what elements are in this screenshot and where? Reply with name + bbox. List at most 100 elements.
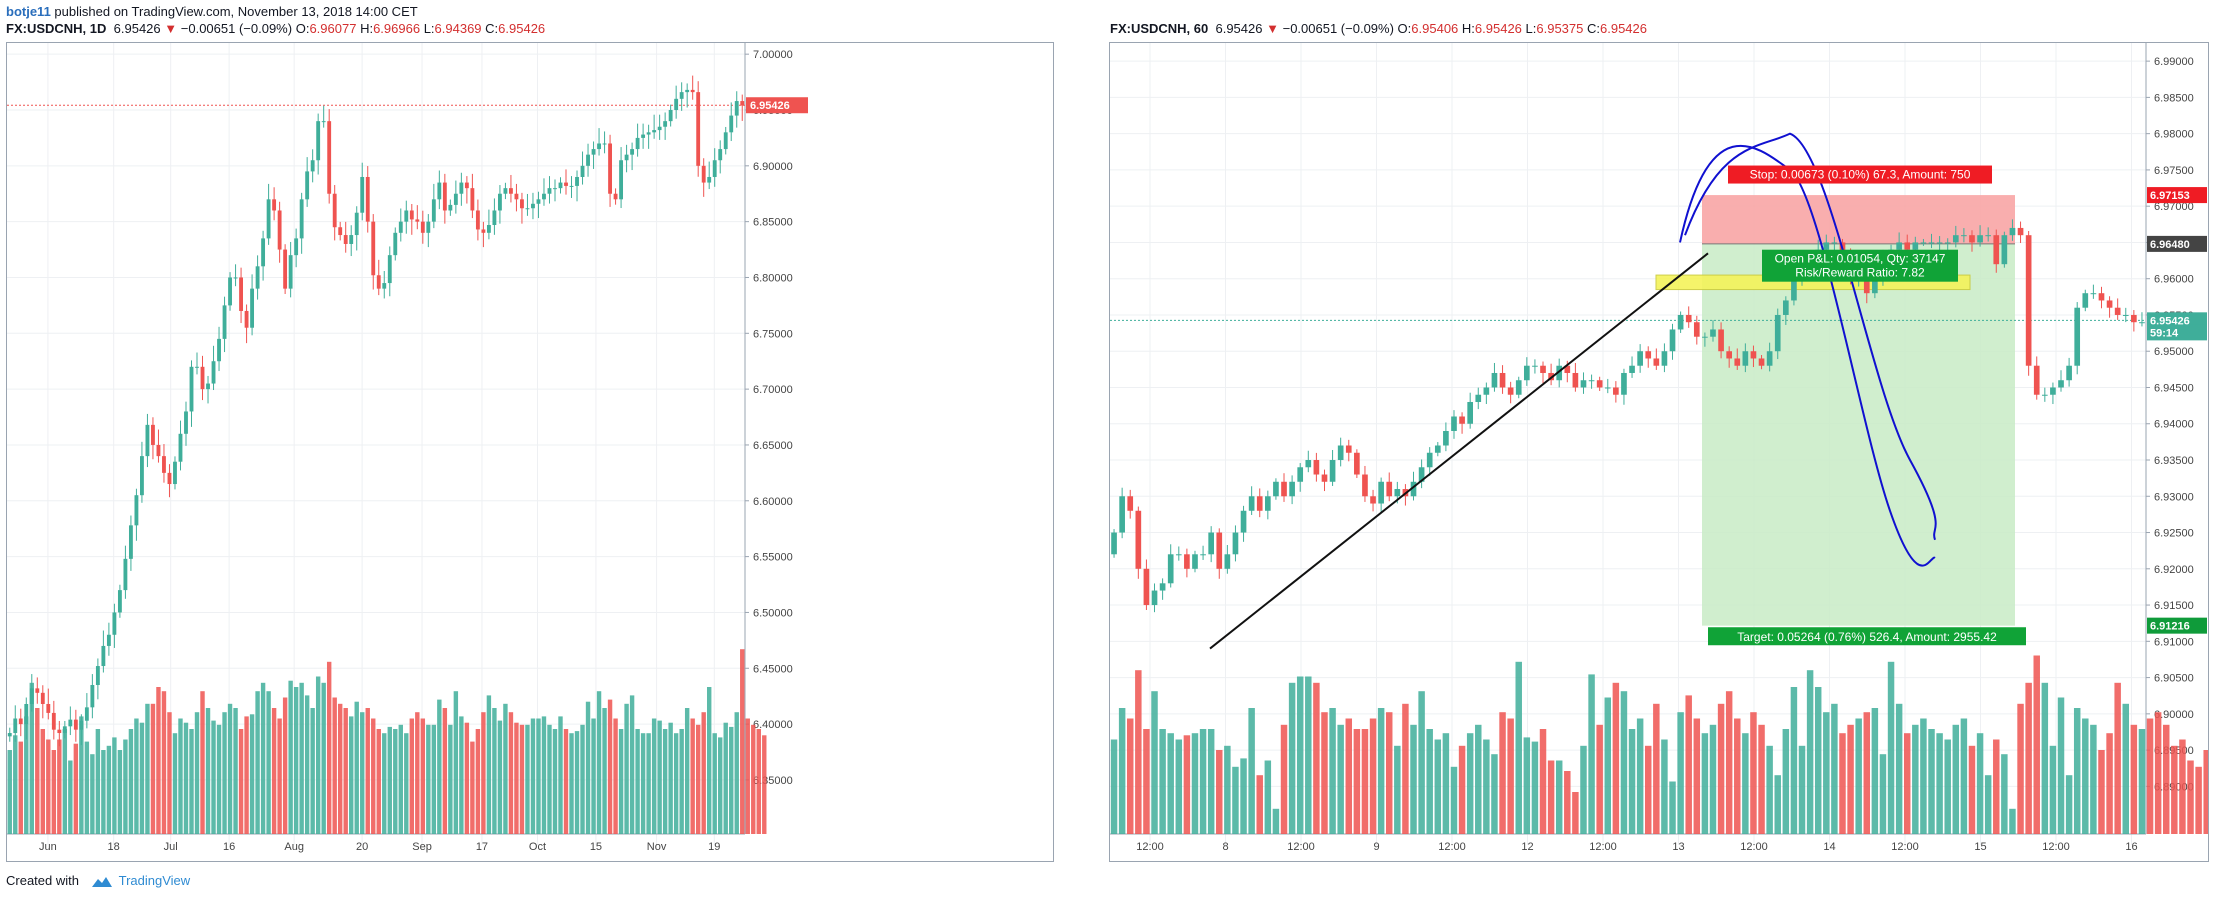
- candle-body: [723, 132, 728, 150]
- volume-bar: [1337, 724, 1344, 834]
- candle-body: [184, 411, 188, 434]
- volume-bar: [415, 712, 420, 834]
- candle-body: [310, 160, 315, 172]
- volume-bar: [1483, 739, 1490, 834]
- candle-body: [2001, 235, 2008, 265]
- candle-body: [1151, 590, 1158, 606]
- target-label: Target: 0.05264 (0.76%) 526.4, Amount: 2…: [1737, 630, 1997, 644]
- candle-body: [117, 590, 122, 613]
- author-name[interactable]: botje11: [6, 4, 51, 19]
- volume-bar: [1321, 712, 1328, 834]
- candle-body: [239, 277, 243, 311]
- volume-bar: [668, 722, 673, 834]
- volume-bar: [382, 733, 387, 834]
- right-chart-panel[interactable]: 6.990006.985006.980006.975006.970006.965…: [1109, 42, 2214, 862]
- volume-bar: [497, 720, 503, 834]
- x-tick-label: 15: [590, 841, 602, 853]
- volume-bar: [448, 724, 453, 834]
- candle-body: [24, 703, 29, 725]
- candle-body: [409, 210, 414, 220]
- candle-body: [101, 645, 106, 667]
- candle-body: [156, 444, 161, 457]
- down-triangle-icon: ▼: [1266, 21, 1279, 36]
- candle-body: [1661, 351, 1668, 366]
- volume-bar: [1402, 703, 1409, 834]
- y-tick-label: 6.90000: [753, 161, 793, 173]
- candle-body: [1264, 496, 1271, 511]
- volume-bar: [332, 697, 337, 834]
- volume-bar: [442, 708, 448, 834]
- x-tick-label: 12:00: [1891, 841, 1919, 853]
- candle-body: [128, 525, 133, 559]
- volume-bar: [1434, 739, 1442, 834]
- candle-body: [679, 92, 684, 99]
- candle-body: [2106, 300, 2113, 308]
- candle-body: [542, 193, 546, 200]
- price-badge-label: 6.96480: [2150, 239, 2190, 251]
- volume-bar: [706, 687, 712, 834]
- candle-body: [690, 89, 695, 93]
- candle-body: [663, 121, 668, 127]
- candle-body: [1127, 496, 1134, 511]
- candle-body: [1378, 481, 1384, 504]
- price-badge: [2147, 617, 2207, 634]
- volume-bar: [1782, 729, 1790, 834]
- right-open: 6.95406: [1411, 21, 1459, 36]
- volume-bar: [596, 691, 602, 834]
- volume-bar: [1442, 733, 1450, 834]
- volume-bar: [1661, 739, 1668, 834]
- right-high: 6.95426: [1474, 21, 1522, 36]
- y-tick-label: 6.92500: [2154, 528, 2194, 540]
- x-tick-label: 12:00: [1589, 841, 1617, 853]
- created-with-text: Created with: [6, 873, 79, 888]
- volume-bar: [1936, 733, 1943, 834]
- left-chart-panel[interactable]: 7.000006.950006.900006.850006.800006.750…: [6, 42, 1054, 862]
- x-tick-label: Oct: [529, 841, 546, 853]
- volume-bar: [756, 729, 761, 834]
- volume-bar: [1361, 729, 1369, 834]
- tradingview-link[interactable]: TradingView: [118, 873, 191, 888]
- x-tick-label: 14: [1823, 841, 1835, 853]
- candle-body: [1426, 452, 1433, 468]
- volume-bar: [464, 722, 470, 834]
- candle-body: [420, 221, 425, 233]
- candle-body: [1289, 481, 1295, 497]
- volume-bar: [651, 718, 657, 834]
- candle-body: [95, 666, 100, 686]
- y-tick-label: 6.94500: [2154, 382, 2194, 394]
- candle-body: [1370, 496, 1376, 504]
- volume-bar: [2073, 708, 2081, 834]
- candle-body: [2098, 293, 2105, 301]
- volume-bar: [1572, 792, 1579, 834]
- candle-body: [1936, 242, 1943, 244]
- volume-bar: [1491, 754, 1498, 834]
- y-tick-label: 6.91500: [2154, 600, 2194, 612]
- volume-bar: [624, 703, 629, 834]
- candle-body: [1224, 554, 1231, 569]
- candle-body: [250, 288, 255, 328]
- volume-bar: [541, 716, 547, 834]
- volume-bar: [1879, 754, 1887, 834]
- candle-body: [696, 92, 701, 166]
- volume-bar: [288, 680, 293, 834]
- volume-bar: [1693, 718, 1701, 834]
- candle-body: [558, 182, 563, 189]
- candle-body: [1564, 365, 1571, 373]
- hourly-candlestick-chart[interactable]: 6.990006.985006.980006.975006.970006.965…: [1110, 43, 2214, 861]
- candle-body: [586, 154, 590, 166]
- daily-candlestick-chart[interactable]: 7.000006.950006.900006.850006.800006.750…: [7, 43, 1053, 861]
- volume-bar: [1547, 760, 1555, 834]
- y-tick-label: 6.93000: [2154, 491, 2194, 503]
- volume-bar: [167, 712, 172, 834]
- candle-body: [536, 199, 541, 204]
- volume-bar: [2179, 739, 2186, 834]
- volume-bar: [1644, 745, 1652, 834]
- candle-body: [1977, 235, 1983, 243]
- volume-bar: [112, 737, 117, 834]
- candle-body: [701, 165, 706, 183]
- candle-body: [376, 275, 381, 289]
- volume-bar: [139, 722, 145, 834]
- volume-bar: [46, 739, 51, 834]
- candle-body: [437, 182, 442, 200]
- candle-body: [1580, 380, 1587, 388]
